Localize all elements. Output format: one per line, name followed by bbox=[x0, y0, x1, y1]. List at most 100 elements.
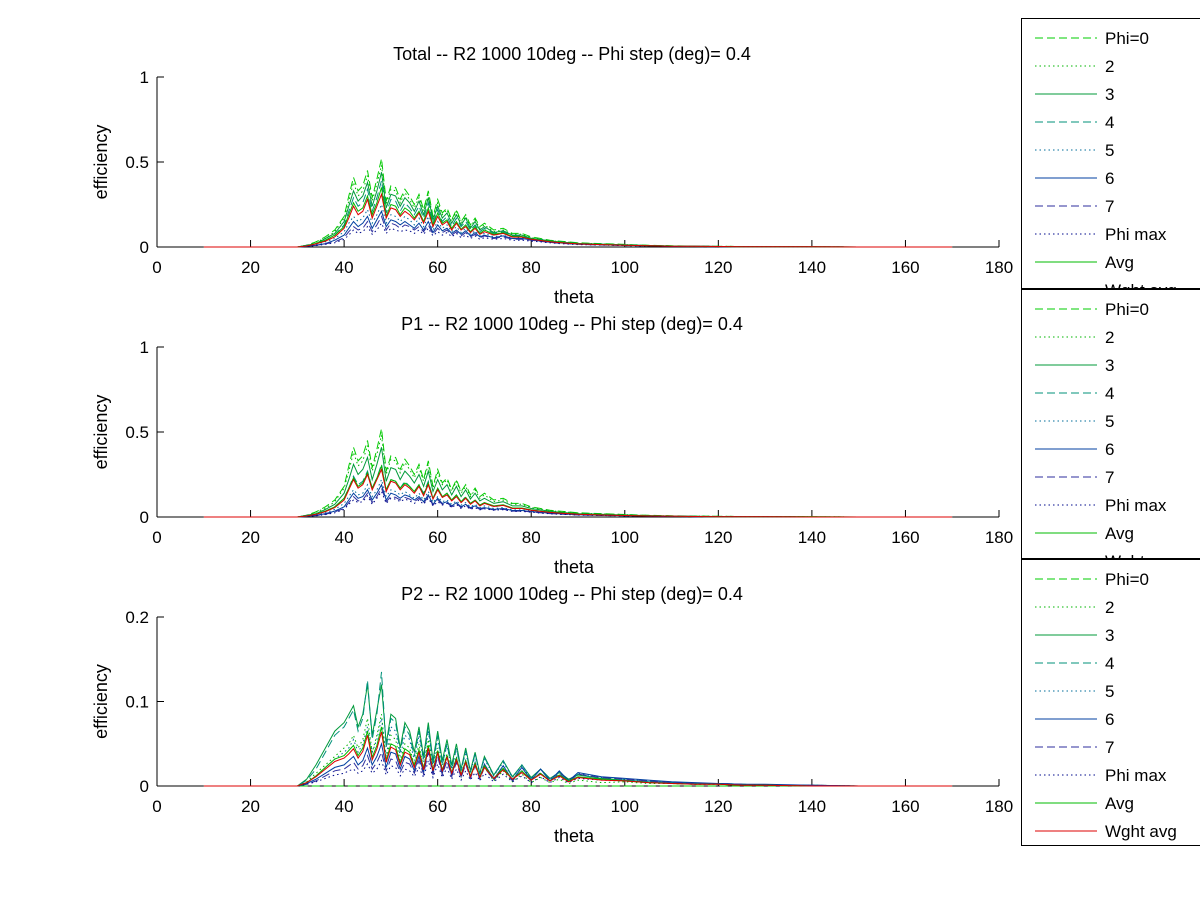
x-tick-label: 160 bbox=[891, 797, 919, 816]
legend-entry: Wght avg bbox=[1105, 281, 1177, 300]
x-tick-label: 120 bbox=[704, 797, 732, 816]
y-tick-label: 0 bbox=[140, 508, 149, 527]
legend-entry: Wght avg bbox=[1105, 552, 1177, 571]
series-group bbox=[203, 671, 953, 787]
legend-entry: Phi max bbox=[1105, 766, 1167, 785]
x-tick-label: 140 bbox=[798, 797, 826, 816]
y-tick-label: 1 bbox=[140, 68, 149, 87]
x-tick-label: 140 bbox=[798, 258, 826, 277]
legend-entry: Phi=0 bbox=[1105, 300, 1149, 319]
x-axis-label: theta bbox=[554, 287, 595, 307]
x-tick-label: 40 bbox=[335, 528, 354, 547]
series-line-phi-0 bbox=[203, 428, 953, 518]
legend-entry: 7 bbox=[1105, 738, 1114, 757]
legend-entry: 6 bbox=[1105, 169, 1114, 188]
legend-box bbox=[1021, 289, 1200, 559]
chart-panel-2: 0 20 40 60 80 100 120 140 160 180 0 0.5 1 P1 -- R2 10… bbox=[91, 314, 1013, 577]
legend-entry: 7 bbox=[1105, 468, 1114, 487]
legend-entry: 6 bbox=[1105, 440, 1114, 459]
legend-entry: 6 bbox=[1105, 710, 1114, 729]
x-tick-label: 60 bbox=[428, 797, 447, 816]
series-line-wght-avg bbox=[203, 731, 953, 787]
series-line-3 bbox=[203, 684, 953, 787]
x-axis-label: theta bbox=[554, 826, 595, 846]
x-axis-label: theta bbox=[554, 557, 595, 577]
legend: Phi=0 2 3 4 5 6 7 Phi max Avg Wght avg bbox=[1021, 559, 1200, 846]
chart-title: Total -- R2 1000 10deg -- Phi step (deg)… bbox=[393, 44, 751, 64]
legend-entry: 2 bbox=[1105, 57, 1114, 76]
x-tick-label: 20 bbox=[241, 258, 260, 277]
series-line-4 bbox=[203, 671, 953, 787]
chart-title: P1 -- R2 1000 10deg -- Phi step (deg)= 0… bbox=[401, 314, 743, 334]
x-tick-label: 140 bbox=[798, 528, 826, 547]
legend-box bbox=[1021, 18, 1200, 289]
legend-entry: 3 bbox=[1105, 85, 1114, 104]
chart-title: P2 -- R2 1000 10deg -- Phi step (deg)= 0… bbox=[401, 584, 743, 604]
series-group bbox=[203, 428, 953, 518]
legend-entry: 5 bbox=[1105, 141, 1114, 160]
x-tick-label: 120 bbox=[704, 528, 732, 547]
x-tick-label: 160 bbox=[891, 528, 919, 547]
y-tick-label: 0 bbox=[140, 238, 149, 257]
y-axis-label: efficiency bbox=[91, 395, 111, 470]
chart-panel-1: 0 20 40 60 80 100 120 140 160 180 0 0.5 1 Total -- R2… bbox=[91, 44, 1013, 307]
series-line-2 bbox=[203, 165, 953, 248]
x-tick-label: 0 bbox=[152, 258, 161, 277]
x-tick-label: 180 bbox=[985, 258, 1013, 277]
legend-entry: 7 bbox=[1105, 197, 1114, 216]
legend-entry: Phi max bbox=[1105, 225, 1167, 244]
legend-entry: Avg bbox=[1105, 524, 1134, 543]
legend-entry: Avg bbox=[1105, 794, 1134, 813]
legend: Phi=0 2 3 4 5 6 7 Phi max Avg Wght avg bbox=[1021, 18, 1200, 300]
legend-entry: 3 bbox=[1105, 356, 1114, 375]
series-line-phi-max bbox=[203, 222, 953, 248]
series-line-7 bbox=[203, 486, 953, 518]
x-tick-label: 20 bbox=[241, 528, 260, 547]
x-tick-label: 120 bbox=[704, 258, 732, 277]
x-tick-label: 40 bbox=[335, 258, 354, 277]
series-line-wght-avg bbox=[203, 192, 953, 248]
series-line-5 bbox=[203, 202, 953, 248]
x-tick-label: 80 bbox=[522, 528, 541, 547]
legend-entry: Phi=0 bbox=[1105, 29, 1149, 48]
x-tick-label: 100 bbox=[611, 528, 639, 547]
legend-entry: Wght avg bbox=[1105, 822, 1177, 841]
series-line-2 bbox=[203, 714, 953, 787]
series-line-2 bbox=[203, 435, 953, 518]
series-line-phi-0 bbox=[203, 158, 953, 248]
x-tick-label: 160 bbox=[891, 258, 919, 277]
y-tick-label: 0.2 bbox=[125, 608, 149, 627]
legend-inner: Phi=0 2 3 4 5 6 7 Phi max Avg Wght avg bbox=[1021, 18, 1200, 300]
legend-box bbox=[1021, 559, 1200, 846]
legend-entry: 4 bbox=[1105, 113, 1114, 132]
series-line-4 bbox=[203, 180, 953, 248]
legend-entry: 2 bbox=[1105, 598, 1114, 617]
legend-entry: Phi max bbox=[1105, 496, 1167, 515]
legend-inner: Phi=0 2 3 4 5 6 7 Phi max Avg Wght avg bbox=[1021, 559, 1200, 846]
y-tick-label: 0.5 bbox=[125, 423, 149, 442]
series-line-7 bbox=[203, 750, 953, 787]
legend-entry: 5 bbox=[1105, 682, 1114, 701]
legend-entry: 3 bbox=[1105, 626, 1114, 645]
x-tick-label: 100 bbox=[611, 258, 639, 277]
x-tick-label: 80 bbox=[522, 258, 541, 277]
series-group bbox=[203, 158, 953, 248]
y-tick-label: 1 bbox=[140, 338, 149, 357]
legend-entry: 2 bbox=[1105, 328, 1114, 347]
series-line-wght-avg bbox=[203, 467, 953, 518]
legend-inner: Phi=0 2 3 4 5 6 7 Phi max Avg Wght avg bbox=[1021, 289, 1200, 571]
x-tick-label: 180 bbox=[985, 528, 1013, 547]
x-tick-label: 60 bbox=[428, 528, 447, 547]
y-tick-label: 0.1 bbox=[125, 693, 149, 712]
x-tick-label: 40 bbox=[335, 797, 354, 816]
legend-entry: 4 bbox=[1105, 654, 1114, 673]
legend-entry: 5 bbox=[1105, 412, 1114, 431]
x-tick-label: 20 bbox=[241, 797, 260, 816]
legend: Phi=0 2 3 4 5 6 7 Phi max Avg Wght avg bbox=[1021, 289, 1200, 571]
y-tick-label: 0.5 bbox=[125, 153, 149, 172]
y-axis-label: efficiency bbox=[91, 125, 111, 200]
x-tick-label: 0 bbox=[152, 528, 161, 547]
x-tick-label: 0 bbox=[152, 797, 161, 816]
